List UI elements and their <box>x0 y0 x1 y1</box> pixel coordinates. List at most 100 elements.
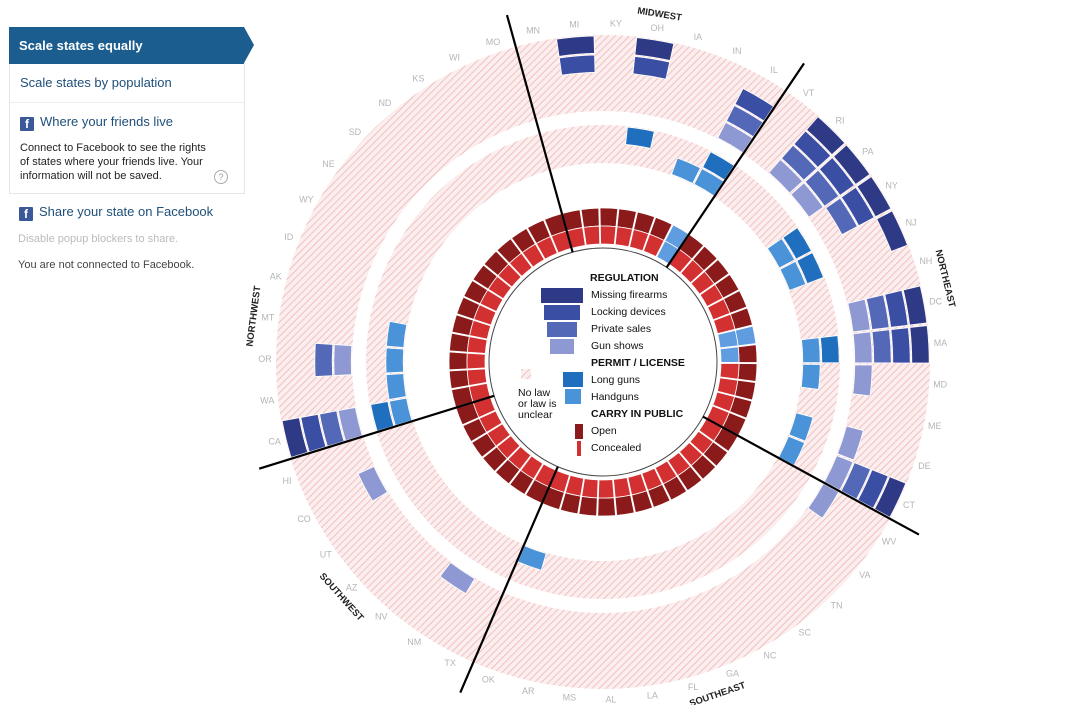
carry-concealed-cell-MN[interactable] <box>566 227 586 249</box>
regulation-cell-RI[interactable] <box>793 130 832 169</box>
carry-open-cell-MI[interactable] <box>580 207 600 228</box>
carry-concealed-cell-WI[interactable] <box>535 236 558 260</box>
carry-open-cell-KY[interactable] <box>599 207 619 228</box>
carry-concealed-cell-KS[interactable] <box>521 243 545 268</box>
carry-concealed-cell-NE[interactable] <box>487 275 512 300</box>
regulation-cell-PA[interactable] <box>790 182 824 218</box>
regulation-cell-NJ[interactable] <box>876 210 909 252</box>
regulation-cell-CA[interactable] <box>281 417 309 458</box>
carry-concealed-cell-NY[interactable] <box>699 284 724 308</box>
permit-cell-MD[interactable] <box>800 363 821 390</box>
scale-equally-button[interactable]: Scale states equally <box>9 27 254 64</box>
permit-cell-DE[interactable] <box>788 412 814 442</box>
carry-concealed-cell-ID[interactable] <box>473 304 497 326</box>
carry-concealed-cell-AK[interactable] <box>469 319 492 340</box>
carry-concealed-cell-GA[interactable] <box>641 467 663 491</box>
carry-concealed-cell-WY[interactable] <box>479 289 504 313</box>
carry-concealed-cell-FL[interactable] <box>627 473 648 496</box>
regulation-cell-MA[interactable] <box>871 329 892 364</box>
carry-open-cell-ME[interactable] <box>734 379 757 401</box>
permit-cell-WA[interactable] <box>385 373 407 400</box>
regulation-cell-MD[interactable] <box>852 364 873 397</box>
carry-open-cell-MA[interactable] <box>737 344 758 363</box>
carry-concealed-cell-OR[interactable] <box>466 352 486 370</box>
regulation-cell-OH[interactable] <box>634 37 675 62</box>
carry-concealed-cell-VT[interactable] <box>668 248 693 274</box>
regulation-cell-MI[interactable] <box>558 54 596 76</box>
carry-concealed-cell-MD[interactable] <box>719 362 740 380</box>
regulation-cell-NM[interactable] <box>439 561 476 595</box>
carry-open-cell-WA[interactable] <box>448 369 470 390</box>
carry-concealed-cell-MA[interactable] <box>719 346 740 363</box>
carry-concealed-cell-ME[interactable] <box>716 377 739 397</box>
regulation-cell-MA[interactable] <box>909 325 930 364</box>
regulation-cell-NY[interactable] <box>825 197 858 236</box>
friends-link[interactable]: f Where your friends live <box>10 103 244 131</box>
carry-open-cell-MT[interactable] <box>448 332 470 353</box>
permit-cell-IN[interactable] <box>670 157 701 184</box>
regulation-cell-CA[interactable] <box>319 410 345 447</box>
carry-concealed-cell-TN[interactable] <box>678 441 704 467</box>
permit-cell-NY[interactable] <box>766 237 796 269</box>
carry-concealed-cell-OH[interactable] <box>614 226 633 248</box>
carry-concealed-cell-LA[interactable] <box>613 477 632 498</box>
regulation-cell-MA[interactable] <box>852 331 873 364</box>
regulation-cell-CT[interactable] <box>857 469 889 509</box>
regulation-cell-WV[interactable] <box>807 483 840 519</box>
permit-cell-CA[interactable] <box>370 401 395 432</box>
carry-concealed-cell-VA[interactable] <box>689 430 714 455</box>
carry-open-cell-AL[interactable] <box>597 497 616 517</box>
permit-cell-MT[interactable] <box>385 320 408 348</box>
regulation-cell-NY[interactable] <box>840 186 875 227</box>
carry-concealed-cell-AR[interactable] <box>564 474 585 497</box>
regulation-cell-DC[interactable] <box>902 285 928 326</box>
carry-concealed-cell-WA[interactable] <box>466 368 488 386</box>
carry-concealed-cell-ND[interactable] <box>508 252 533 277</box>
regulation-cell-OH[interactable] <box>632 56 671 80</box>
carry-open-cell-MD[interactable] <box>737 363 758 382</box>
permit-cell-NJ[interactable] <box>779 260 807 291</box>
permit-cell-OH[interactable] <box>625 126 655 149</box>
regulation-cell-PA[interactable] <box>832 144 871 185</box>
carry-open-cell-OH[interactable] <box>616 208 637 230</box>
regulation-cell-CA[interactable] <box>300 413 327 453</box>
regulation-cell-DC[interactable] <box>884 289 909 328</box>
carry-concealed-cell-KY[interactable] <box>599 225 617 245</box>
carry-concealed-cell-UT[interactable] <box>486 423 511 447</box>
carry-concealed-cell-NC[interactable] <box>654 460 678 485</box>
regulation-cell-DE[interactable] <box>836 425 864 461</box>
carry-concealed-cell-WV[interactable] <box>698 418 723 442</box>
carry-open-cell-OR[interactable] <box>448 351 468 371</box>
regulation-cell-OR[interactable] <box>314 342 334 377</box>
carry-concealed-cell-CA[interactable] <box>468 382 491 403</box>
carry-concealed-cell-AL[interactable] <box>597 479 615 499</box>
carry-concealed-cell-CO[interactable] <box>478 410 503 433</box>
carry-open-cell-DC[interactable] <box>734 325 757 347</box>
carry-concealed-cell-SC[interactable] <box>667 451 691 477</box>
scale-population-button[interactable]: Scale states by population <box>10 64 244 103</box>
permit-cell-MA[interactable] <box>819 335 840 364</box>
permit-cell-NJ[interactable] <box>796 252 825 285</box>
regulation-cell-IL[interactable] <box>734 88 775 122</box>
carry-concealed-cell-RI[interactable] <box>680 259 705 284</box>
carry-concealed-cell-NV[interactable] <box>507 445 532 471</box>
carry-concealed-cell-NH[interactable] <box>712 313 736 335</box>
regulation-cell-CA[interactable] <box>337 407 363 442</box>
carry-concealed-cell-DC[interactable] <box>717 329 739 349</box>
carry-concealed-cell-IN[interactable] <box>642 233 665 258</box>
carry-concealed-cell-MS[interactable] <box>581 478 599 499</box>
regulation-cell-CO[interactable] <box>357 465 388 502</box>
carry-concealed-cell-IA[interactable] <box>629 229 650 252</box>
regulation-cell-MA[interactable] <box>890 327 911 364</box>
carry-concealed-cell-SD[interactable] <box>497 263 522 288</box>
permit-cell-NY[interactable] <box>782 227 812 260</box>
carry-open-cell-MS[interactable] <box>578 495 598 517</box>
carry-concealed-cell-PA[interactable] <box>690 270 715 295</box>
permit-cell-CA[interactable] <box>388 397 413 427</box>
regulation-cell-RI[interactable] <box>780 144 818 181</box>
carry-concealed-cell-NM[interactable] <box>520 455 544 480</box>
regulation-cell-NY[interactable] <box>856 175 892 218</box>
regulation-cell-RI[interactable] <box>805 116 846 156</box>
regulation-cell-CT[interactable] <box>874 476 907 518</box>
regulation-cell-RI[interactable] <box>768 158 804 194</box>
